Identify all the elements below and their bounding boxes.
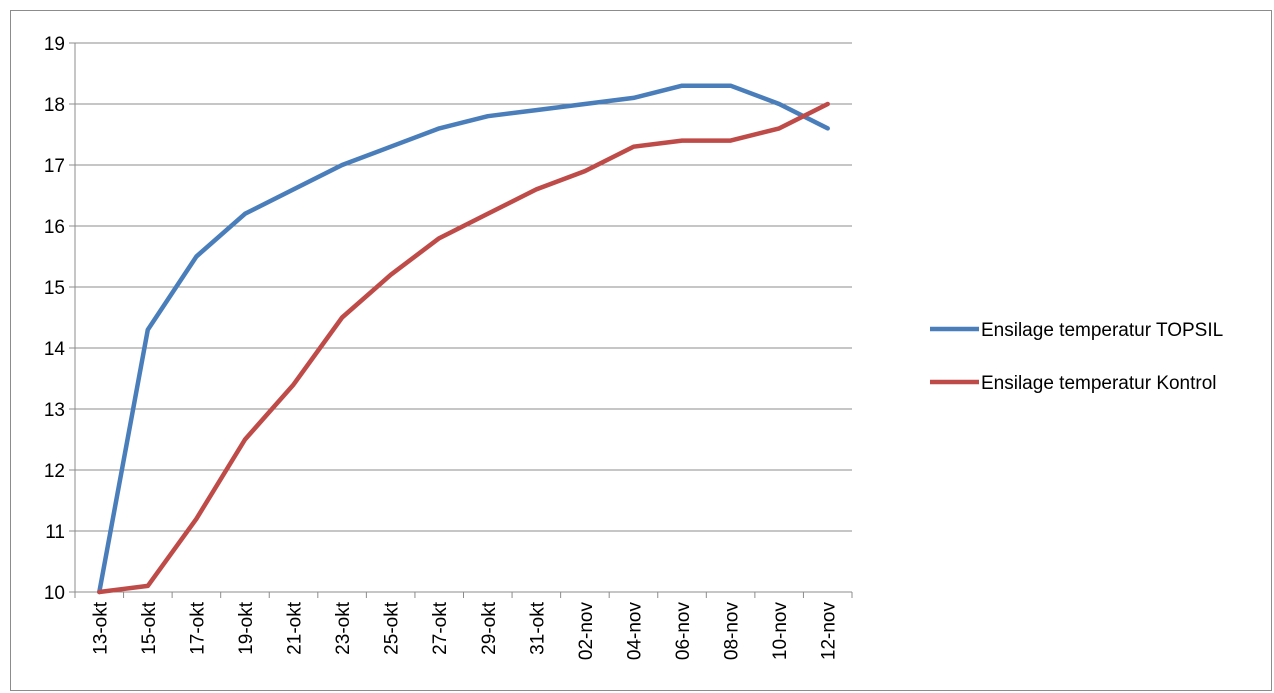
x-tick-label: 25-okt: [382, 601, 403, 655]
gridlines: [75, 42, 852, 532]
x-tick-label: 19-okt: [236, 601, 257, 655]
series-lines: [97, 83, 830, 595]
x-tick-label: 29-okt: [479, 601, 500, 655]
y-tick-label: 16: [44, 217, 65, 238]
x-tick-label: 10-nov: [770, 602, 791, 661]
legend-label: Ensilage temperatur Kontrol: [981, 373, 1217, 394]
y-tick-label: 11: [45, 522, 65, 543]
y-tick-label: 18: [44, 95, 65, 116]
x-tick-label: 06-nov: [673, 602, 694, 661]
y-tick-label: 14: [44, 339, 66, 360]
x-tick-label: 23-okt: [333, 601, 354, 655]
y-tick-label: 12: [44, 461, 65, 482]
chart-frame: [10, 10, 1272, 691]
y-tick-label: 15: [44, 278, 65, 299]
axes: [69, 42, 853, 598]
x-axis-tick-labels: 13-okt 15-okt 17-okt 19-okt 21-okt 23-okt 25-o…: [90, 601, 839, 660]
y-tick-label: 19: [44, 34, 65, 55]
y-axis-tick-labels: 10 11 12 13 14 15 16 17 18 19: [44, 34, 66, 604]
x-tick-label: 17-okt: [187, 601, 208, 655]
x-tick-label: 27-okt: [430, 601, 451, 655]
legend: Ensilage temperatur TOPSIL Ensilage tempe…: [930, 320, 1223, 394]
series-line: [97, 83, 830, 595]
x-tick-label: 12-nov: [819, 602, 840, 661]
x-tick-label: 15-okt: [139, 601, 160, 655]
y-tick-label: 17: [44, 156, 65, 177]
series-line: [97, 101, 830, 595]
y-tick-label: 13: [44, 400, 65, 421]
x-tick-label: 08-nov: [722, 602, 743, 661]
x-tick-label: 04-nov: [624, 602, 645, 661]
x-tick-label: 02-nov: [576, 602, 597, 661]
legend-label: Ensilage temperatur TOPSIL: [981, 320, 1223, 341]
y-tick-label: 10: [44, 583, 65, 604]
x-tick-label: 21-okt: [285, 601, 306, 655]
x-tick-label: 31-okt: [527, 601, 548, 655]
x-tick-label: 13-okt: [90, 601, 111, 655]
